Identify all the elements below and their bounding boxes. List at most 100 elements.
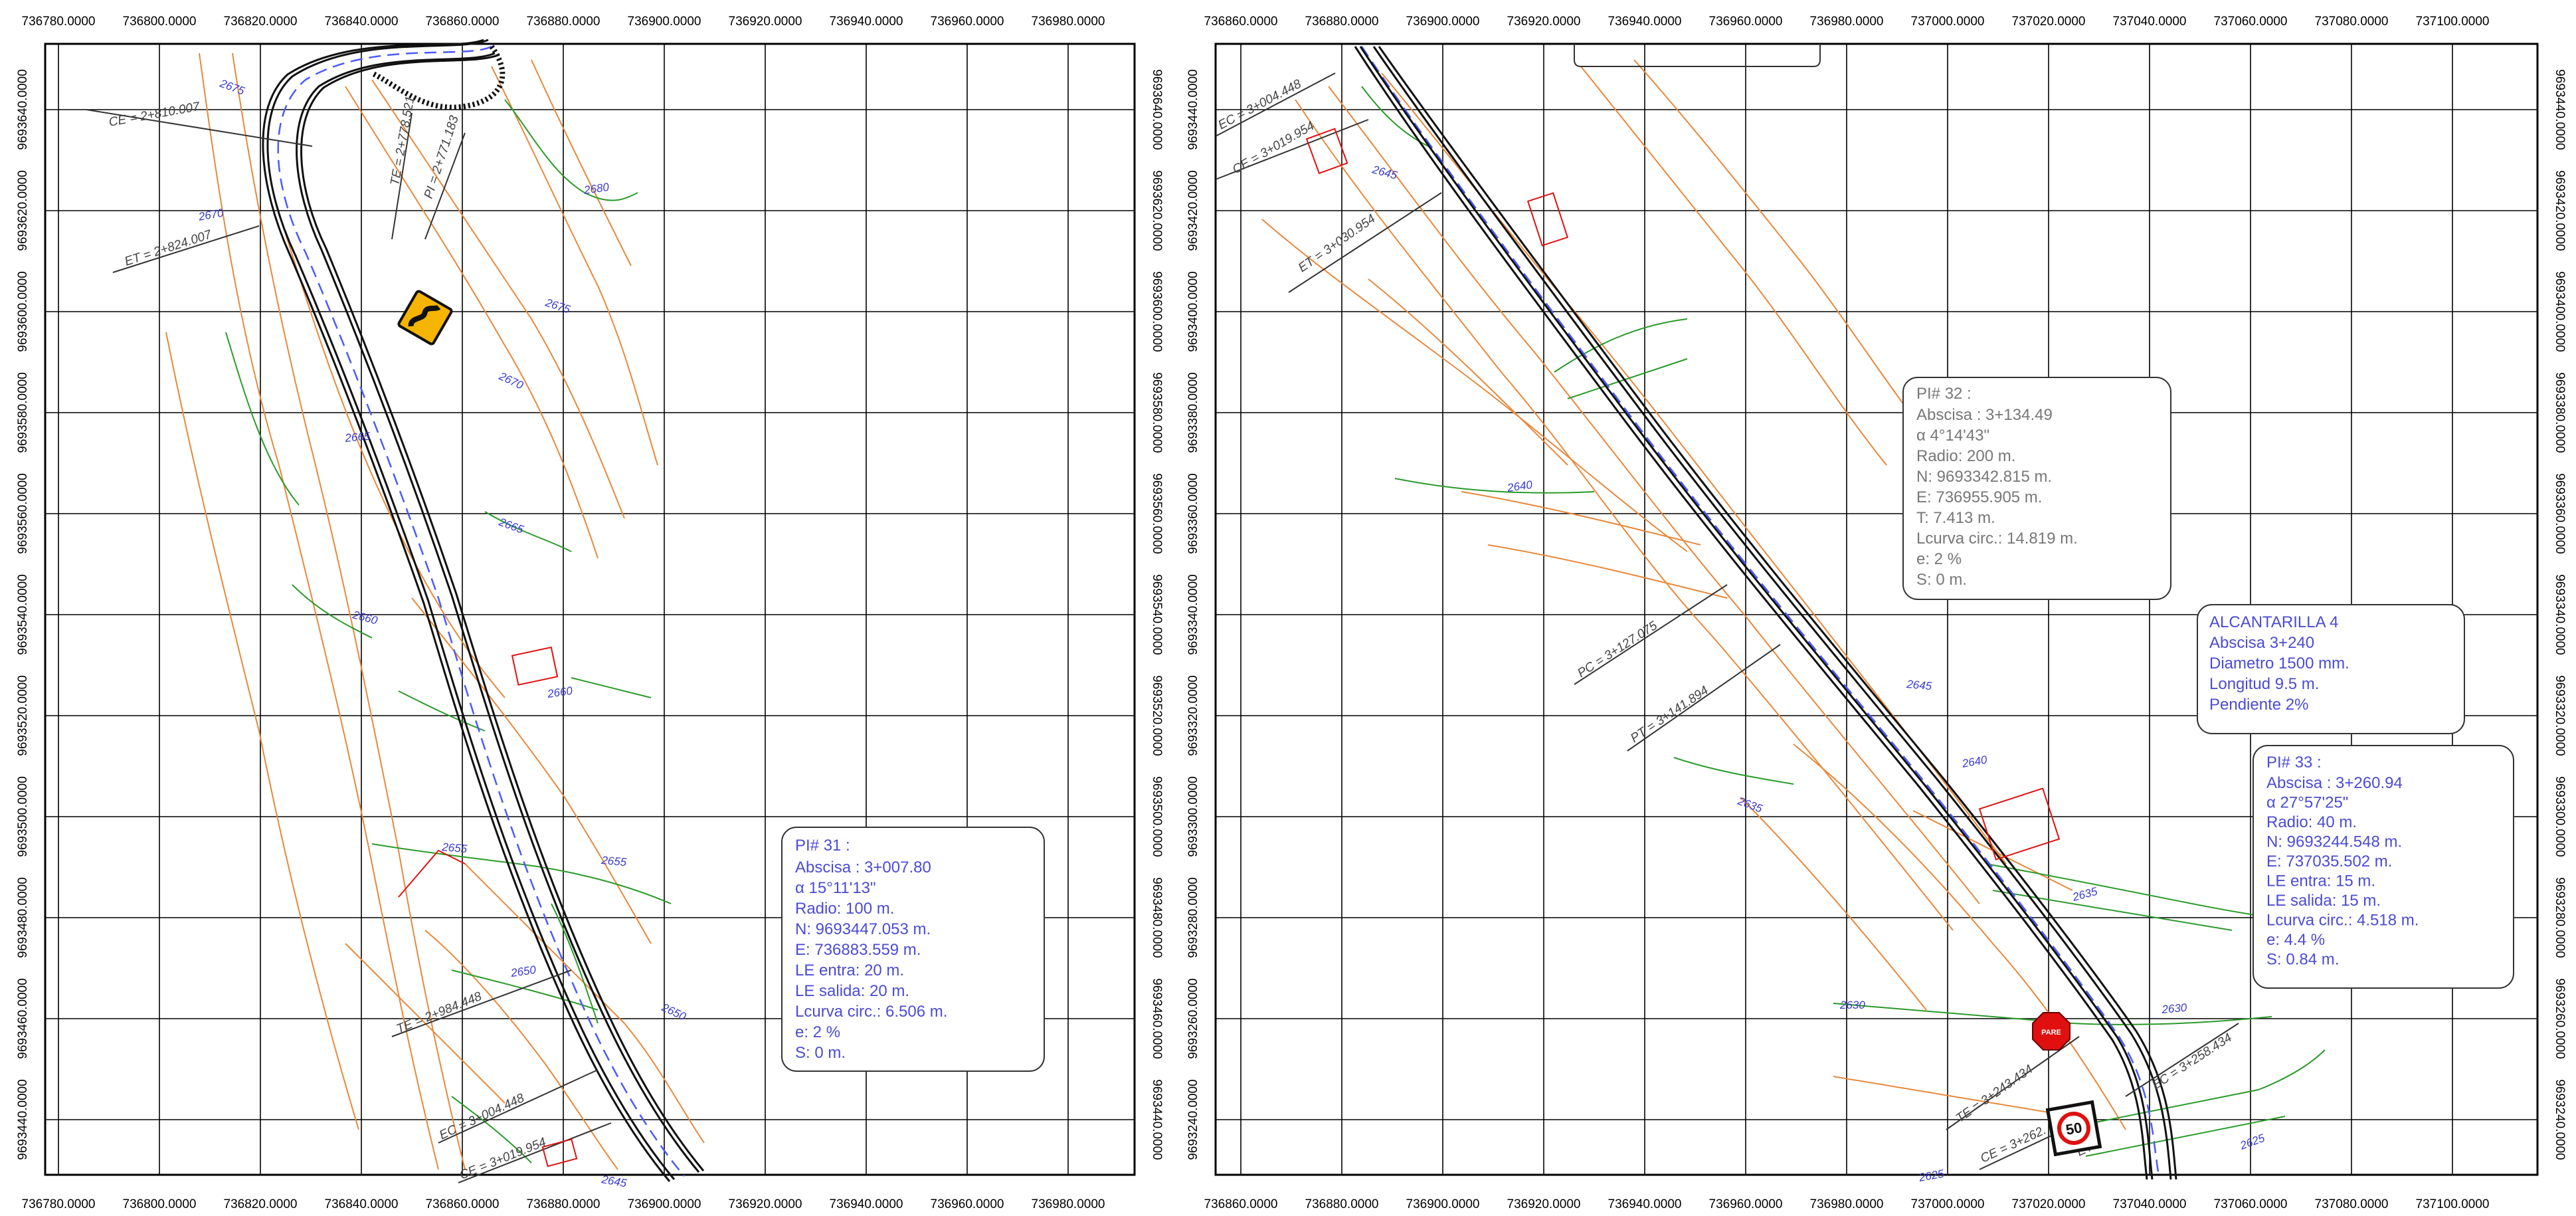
x-tick-label: 736980.0000 (1032, 15, 1105, 29)
contour-label: 2645 (1906, 678, 1933, 692)
y-tick-label: 9693560.0000 (16, 473, 30, 554)
contour-label: 2655 (441, 841, 468, 855)
pi33-title: PI# 33 : (2266, 754, 2322, 771)
info-line: N: 9693447.053 m. (795, 920, 931, 938)
info-line: S: 0.84 m. (2266, 951, 2339, 969)
y-tick-label: 9693540.0000 (16, 574, 30, 655)
y-tick-label: 9693480.0000 (1150, 877, 1164, 958)
pi33-info-box: PI# 33 : Abscisa : 3+260.94 α 27°57'25"Ra… (2253, 745, 2514, 989)
x-tick-label: 736920.0000 (1507, 1197, 1581, 1211)
right-y-axis-left: 9693440.0000 9693420.0000 9693400.0000 9693… (1186, 69, 1200, 1160)
pi31-info-lines: Abscisa : 3+007.80 α 15°11'13" Radio: 100 … (795, 859, 947, 1062)
right-contours-green (1361, 86, 2365, 1157)
info-line: Pendiente 2% (2209, 696, 2308, 714)
info-line: Lcurva circ.: 4.518 m. (2266, 912, 2419, 930)
x-tick-label: 736860.0000 (426, 1197, 500, 1211)
right-top-partial-box (1574, 44, 1821, 67)
y-tick-label: 9693480.0000 (16, 877, 30, 958)
y-tick-label: 9693520.0000 (16, 675, 30, 756)
x-tick-label: 736940.0000 (830, 15, 903, 29)
y-tick-label: 9693400.0000 (2553, 271, 2567, 352)
x-tick-label: 736820.0000 (224, 15, 298, 29)
y-tick-label: 9693500.0000 (16, 776, 30, 857)
info-line: Abscisa : 3+007.80 (795, 859, 931, 876)
stop-sign-icon: PARE (2032, 1012, 2070, 1051)
x-tick-label: 737080.0000 (2315, 1197, 2389, 1211)
left-station-lines (86, 109, 612, 1183)
left-road-centerline (277, 45, 685, 1177)
contour-label: 2665 (344, 430, 371, 445)
left-parcel (541, 1138, 578, 1167)
x-tick-label: 736920.0000 (729, 15, 802, 29)
right-parcel (1526, 192, 1569, 247)
y-tick-label: 9693340.0000 (1186, 574, 1200, 655)
left-road-edges (262, 39, 705, 1182)
culvert-info-lines: Abscisa 3+240 Diametro 1500 mm. Longitud 9… (2209, 634, 2349, 714)
x-tick-label: 736860.0000 (426, 15, 500, 29)
contour-label: 2630 (2161, 1001, 2188, 1016)
info-line: LE entra: 15 m. (2266, 872, 2375, 890)
x-tick-label: 736900.0000 (1406, 1197, 1480, 1211)
y-tick-label: 9693580.0000 (1150, 372, 1164, 453)
contour-label: 2630 (1839, 999, 1865, 1011)
right-road-edges (1354, 46, 2177, 1180)
x-tick-label: 736960.0000 (931, 15, 1004, 29)
y-tick-label: 9693420.0000 (2553, 170, 2567, 251)
y-tick-label: 9693560.0000 (1150, 473, 1164, 554)
pi31-info-box: PI# 31 : Abscisa : 3+007.80 α 15°11'13" Ra… (781, 827, 1045, 1072)
info-line: E: 736955.905 m. (1916, 488, 2042, 506)
y-tick-label: 9693500.0000 (1150, 776, 1164, 857)
y-tick-label: 9693380.0000 (1186, 372, 1200, 453)
info-line: α 27°57'25" (2266, 794, 2348, 812)
y-tick-label: 9693400.0000 (1186, 271, 1200, 352)
stop-sign-text: PARE (2041, 1029, 2061, 1037)
pi32-info-lines: Abscisa : 3+134.49 α 4°14'43" Radio: 200 m… (1916, 406, 2078, 589)
pi31-title: PI# 31 : (795, 837, 850, 855)
y-tick-label: 9693460.0000 (16, 978, 30, 1059)
info-line: LE entra: 20 m. (795, 962, 904, 979)
y-tick-label: 9693440.0000 (1150, 1079, 1164, 1160)
x-tick-label: 737000.0000 (1911, 15, 1985, 29)
y-tick-label: 9693240.0000 (2553, 1079, 2567, 1160)
info-line: LE salida: 15 m. (2266, 892, 2381, 910)
info-line: Radio: 200 m. (1916, 447, 2015, 465)
left-panel-frame (44, 43, 1136, 1176)
x-tick-label: 736860.0000 (1204, 15, 1278, 29)
info-line: E: 737035.502 m. (2266, 853, 2392, 870)
x-tick-label: 736980.0000 (1810, 1197, 1884, 1211)
info-line: Radio: 40 m. (2266, 813, 2357, 831)
y-tick-label: 9693420.0000 (1186, 170, 1200, 251)
y-tick-label: 9693320.0000 (1186, 675, 1200, 756)
y-tick-label: 9693520.0000 (1150, 675, 1164, 756)
info-line: N: 9693342.815 m. (1916, 468, 2052, 486)
y-tick-label: 9693600.0000 (1150, 271, 1164, 352)
x-tick-label: 736780.0000 (22, 1197, 96, 1211)
x-tick-label: 736960.0000 (1709, 1197, 1783, 1211)
y-tick-label: 9693300.0000 (2553, 776, 2567, 857)
x-tick-label: 736980.0000 (1032, 1197, 1105, 1211)
right-road-centerline (1360, 46, 2160, 1177)
right-station-lines (1215, 72, 2239, 1170)
x-tick-label: 736900.0000 (1406, 15, 1480, 29)
info-line: α 4°14'43" (1916, 427, 1989, 445)
left-y-axis-left: 9693640.0000 9693620.0000 9693600.0000 9693… (16, 69, 30, 1160)
x-tick-label: 737000.0000 (1911, 1197, 1985, 1211)
winding-road-sign-icon (397, 290, 453, 346)
x-tick-label: 736860.0000 (1204, 1197, 1278, 1211)
x-tick-label: 737100.0000 (2416, 1197, 2490, 1211)
right-x-axis-top: 736860.0000 736880.0000 736900.0000 736920.… (1204, 15, 2490, 29)
x-tick-label: 736820.0000 (224, 1197, 298, 1211)
info-line: α 15°11'13" (795, 879, 876, 897)
x-tick-label: 736940.0000 (1608, 15, 1682, 29)
left-parcel (511, 647, 559, 686)
x-tick-label: 736880.0000 (527, 1197, 600, 1211)
y-tick-label: 9693280.0000 (1186, 877, 1200, 958)
pi32-title: PI# 32 : (1916, 385, 1972, 403)
x-tick-label: 736940.0000 (1608, 1197, 1682, 1211)
y-tick-label: 9693440.0000 (1186, 69, 1200, 150)
y-tick-label: 9693580.0000 (16, 372, 30, 453)
x-tick-label: 736880.0000 (527, 15, 600, 29)
info-line: Lcurva circ.: 6.506 m. (795, 1003, 947, 1021)
x-tick-label: 736880.0000 (1305, 15, 1379, 29)
